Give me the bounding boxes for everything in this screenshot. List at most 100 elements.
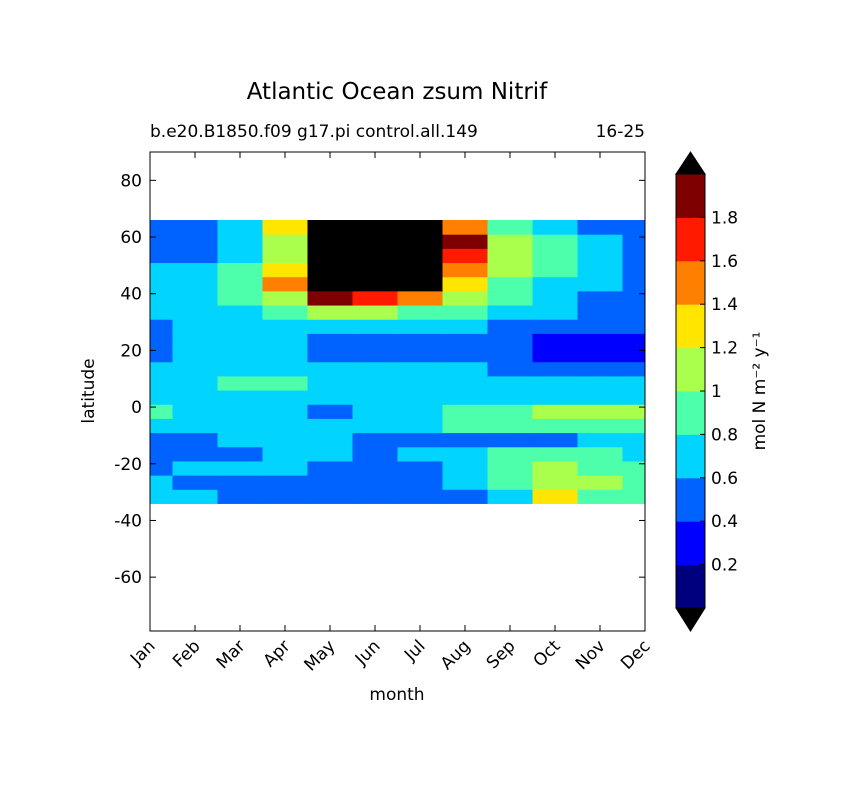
contour-cell	[577, 347, 623, 363]
contour-cell	[622, 375, 646, 391]
contour-cell	[150, 290, 173, 306]
contour-cell	[172, 234, 218, 249]
contour-cell	[217, 333, 263, 349]
contour-cell	[397, 390, 443, 405]
colorbar-tick-label: 1.2	[711, 339, 738, 359]
colorbar-swatch	[676, 521, 705, 566]
contour-cell	[397, 404, 443, 419]
contour-cell	[622, 319, 646, 334]
contour-cell	[150, 460, 173, 476]
contour-cell	[487, 375, 533, 391]
contour-cell	[307, 404, 353, 419]
contour-cell	[442, 333, 488, 349]
contour-cell	[622, 489, 646, 504]
contour-cell	[352, 404, 398, 419]
contour-cell	[577, 333, 623, 349]
contour-cell	[150, 361, 173, 377]
contour-cell	[577, 418, 623, 434]
contour-cell	[262, 489, 308, 504]
contour-cell	[352, 460, 398, 476]
contour-cell	[172, 276, 218, 292]
colorbar-swatch	[676, 260, 705, 305]
y-tick-label: -60	[114, 568, 142, 588]
contour-cell	[577, 234, 623, 249]
contour-cell	[172, 248, 218, 264]
contour-cell	[307, 262, 353, 278]
contour-cell	[352, 446, 398, 462]
contour-cell	[532, 475, 578, 490]
contour-cell	[352, 361, 398, 377]
contour-cell	[397, 276, 443, 292]
contour-cell	[532, 418, 578, 434]
contour-cell	[397, 489, 443, 504]
colorbar-swatch	[676, 477, 705, 522]
contour-cell	[442, 404, 488, 419]
contour-cell	[172, 460, 218, 476]
y-tick-label: 60	[120, 228, 142, 248]
contour-cell	[262, 234, 308, 249]
contour-cell	[307, 220, 353, 235]
contour-cell	[217, 347, 263, 363]
x-axis-label: month	[369, 685, 424, 705]
contour-cell	[487, 418, 533, 434]
contour-cell	[397, 432, 443, 448]
contour-cell	[622, 234, 646, 249]
contour-cell	[172, 475, 218, 490]
contour-cell	[487, 475, 533, 490]
contour-cell	[352, 475, 398, 490]
contour-cell	[150, 319, 173, 334]
contour-cell	[307, 347, 353, 363]
contour-cell	[532, 262, 578, 278]
contour-cell	[487, 305, 533, 320]
contour-cell	[172, 305, 218, 320]
colorbar-swatch	[676, 564, 705, 609]
contour-cell	[487, 276, 533, 292]
contour-cell	[487, 248, 533, 264]
contour-cell	[150, 475, 173, 490]
colorbar-tick-label: 1	[711, 382, 722, 402]
subtitle-left: b.e20.B1850.f09 g17.pi control.all.149	[150, 122, 478, 142]
contour-cell	[397, 361, 443, 377]
contour-cell	[577, 375, 623, 391]
colorbar-swatch	[676, 174, 705, 218]
contour-cell	[532, 446, 578, 462]
colorbar-swatch	[676, 217, 705, 262]
contour-cell	[262, 290, 308, 306]
contour-cell	[442, 262, 488, 278]
colorbar-swatch	[676, 391, 705, 435]
contour-cell	[262, 418, 308, 434]
contour-cell	[217, 460, 263, 476]
contour-cell	[172, 262, 218, 278]
contour-cell	[397, 333, 443, 349]
contour-cell	[217, 290, 263, 306]
contour-cell	[262, 446, 308, 462]
contour-cell	[622, 262, 646, 278]
contour-cell	[307, 319, 353, 334]
contour-cell	[487, 460, 533, 476]
contour-cell	[487, 290, 533, 306]
contour-cell	[442, 220, 488, 235]
contour-cell	[397, 262, 443, 278]
contour-cell	[622, 305, 646, 320]
contour-cell	[217, 375, 263, 391]
contour-cell	[262, 220, 308, 235]
y-tick-label: -40	[114, 511, 142, 531]
contour-cell	[532, 305, 578, 320]
contour-cell	[442, 234, 488, 249]
contour-cell	[397, 234, 443, 249]
contour-cell	[577, 319, 623, 334]
contour-cell	[172, 418, 218, 434]
contour-cell	[307, 290, 353, 306]
contour-cell	[262, 404, 308, 419]
contour-cell	[487, 404, 533, 419]
contour-cell	[217, 248, 263, 264]
contour-cell	[307, 333, 353, 349]
contour-cell	[352, 432, 398, 448]
contour-cell	[262, 333, 308, 349]
contour-cell	[532, 460, 578, 476]
contour-cell	[352, 333, 398, 349]
contour-cell	[397, 475, 443, 490]
contour-cell	[532, 390, 578, 405]
contour-cell	[487, 347, 533, 363]
